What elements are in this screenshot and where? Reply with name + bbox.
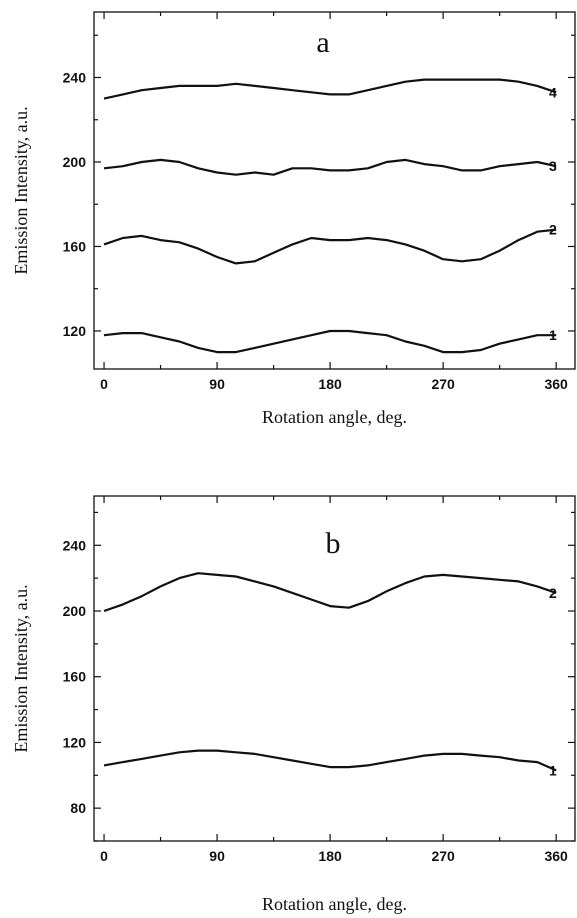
x-tick-label: 270 — [431, 376, 455, 392]
x-tick-label: 0 — [100, 376, 108, 392]
panel-letter: b — [326, 527, 341, 560]
series-1-line — [103, 329, 557, 354]
x-axis-title: Rotation angle, deg. — [262, 407, 407, 427]
x-tick-label: 0 — [100, 848, 108, 864]
series-4-line — [103, 78, 557, 100]
y-tick-label: 240 — [63, 69, 87, 85]
x-tick-label: 270 — [431, 848, 455, 864]
x-tick-label: 180 — [318, 848, 342, 864]
y-tick-label: 120 — [63, 734, 87, 750]
x-tick-label: 90 — [209, 376, 225, 392]
series-1-line — [103, 749, 557, 772]
series-1-label: 1 — [549, 762, 557, 778]
x-tick-label: 90 — [209, 848, 225, 864]
series-2-line — [103, 572, 557, 613]
series-2-label: 2 — [549, 222, 557, 238]
series-2-label: 2 — [549, 585, 557, 601]
plot-frame — [93, 11, 576, 370]
y-axis-title: Emission Intensity, a.u. — [11, 584, 31, 752]
panel-a: 0 90 180 270 360 120 160 200 240 Rotation angle, … — [11, 11, 576, 427]
y-tick-label: 160 — [63, 669, 87, 685]
series-1-label: 1 — [549, 327, 557, 343]
x-tick-label: 360 — [544, 848, 568, 864]
x-axis-title: Rotation angle, deg. — [262, 894, 407, 914]
y-tick-label: 120 — [63, 323, 87, 339]
x-tick-label: 360 — [544, 376, 568, 392]
y-axis-title: Emission Intensity, a.u. — [11, 106, 31, 274]
y-tick-label: 200 — [63, 154, 87, 170]
series-2-line — [103, 228, 557, 265]
y-tick-label: 200 — [63, 603, 87, 619]
series-3-label: 3 — [549, 158, 557, 174]
y-tick-label: 80 — [70, 800, 86, 816]
y-tick-label: 160 — [63, 238, 87, 254]
y-tick-label: 240 — [63, 537, 87, 553]
x-tick-label: 180 — [318, 376, 342, 392]
series-4-label: 4 — [549, 84, 557, 100]
series-3-line — [103, 158, 557, 176]
panel-b: 0 90 180 270 360 80 120 160 200 240 Rotation angle… — [11, 495, 576, 914]
plot-frame — [93, 495, 576, 842]
panel-letter: a — [316, 26, 329, 59]
